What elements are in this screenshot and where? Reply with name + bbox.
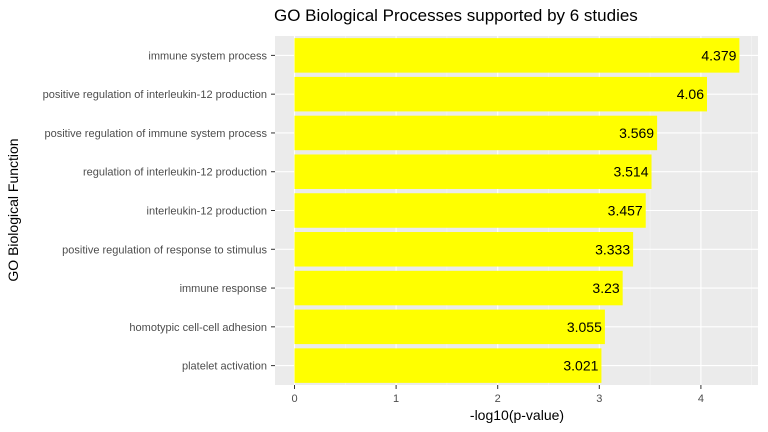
x-axis-title: -log10(p-value) xyxy=(470,407,564,423)
y-axis-title: GO Biological Function xyxy=(5,138,21,281)
bar-value-label: 3.333 xyxy=(595,241,630,257)
bar xyxy=(294,309,605,345)
bar-value-label: 4.379 xyxy=(701,47,736,63)
x-tick-label: 0 xyxy=(291,393,297,405)
bar-value-label: 3.055 xyxy=(567,319,602,335)
y-tick-label: positive regulation of interleukin-12 pr… xyxy=(43,89,267,101)
bars xyxy=(294,38,740,383)
bar-value-label: 3.569 xyxy=(619,125,654,141)
y-tick-label: immune response xyxy=(180,283,267,295)
bar xyxy=(294,232,634,267)
bar xyxy=(294,193,646,228)
x-tick-label: 1 xyxy=(393,393,399,405)
y-tick-label: regulation of interleukin-12 production xyxy=(83,167,267,179)
chart-title: GO Biological Processes supported by 6 s… xyxy=(274,6,638,25)
bar-value-label: 4.06 xyxy=(677,86,704,102)
x-tick-label: 4 xyxy=(698,393,704,405)
y-tick-label: interleukin-12 production xyxy=(147,206,267,218)
y-axis-categories: immune system process positive regulation… xyxy=(43,50,275,373)
y-tick-label: homotypic cell-cell adhesion xyxy=(129,322,267,334)
bar-value-label: 3.514 xyxy=(613,164,648,180)
bar xyxy=(294,76,707,112)
y-tick-label: immune system process xyxy=(148,50,267,62)
bar xyxy=(294,115,658,151)
y-tick-label: positive regulation of immune system pro… xyxy=(44,128,267,140)
x-tick-label: 2 xyxy=(495,393,501,405)
data-labels: 4.379 4.06 3.569 3.514 3.457 3.333 3.23 3.055 3.… xyxy=(563,47,736,373)
x-tick-label: 3 xyxy=(596,393,602,405)
bar-value-label: 3.021 xyxy=(563,358,598,374)
y-tick-label: platelet activation xyxy=(182,361,267,373)
bar xyxy=(294,270,623,306)
bar-value-label: 3.23 xyxy=(592,280,619,296)
bar xyxy=(294,38,740,73)
y-tick-label: positive regulation of response to stimu… xyxy=(62,244,267,256)
bar xyxy=(294,154,652,189)
bar xyxy=(294,348,602,383)
bar-value-label: 3.457 xyxy=(608,203,643,219)
x-axis-ticks: 0 1 2 3 4 xyxy=(291,385,704,405)
